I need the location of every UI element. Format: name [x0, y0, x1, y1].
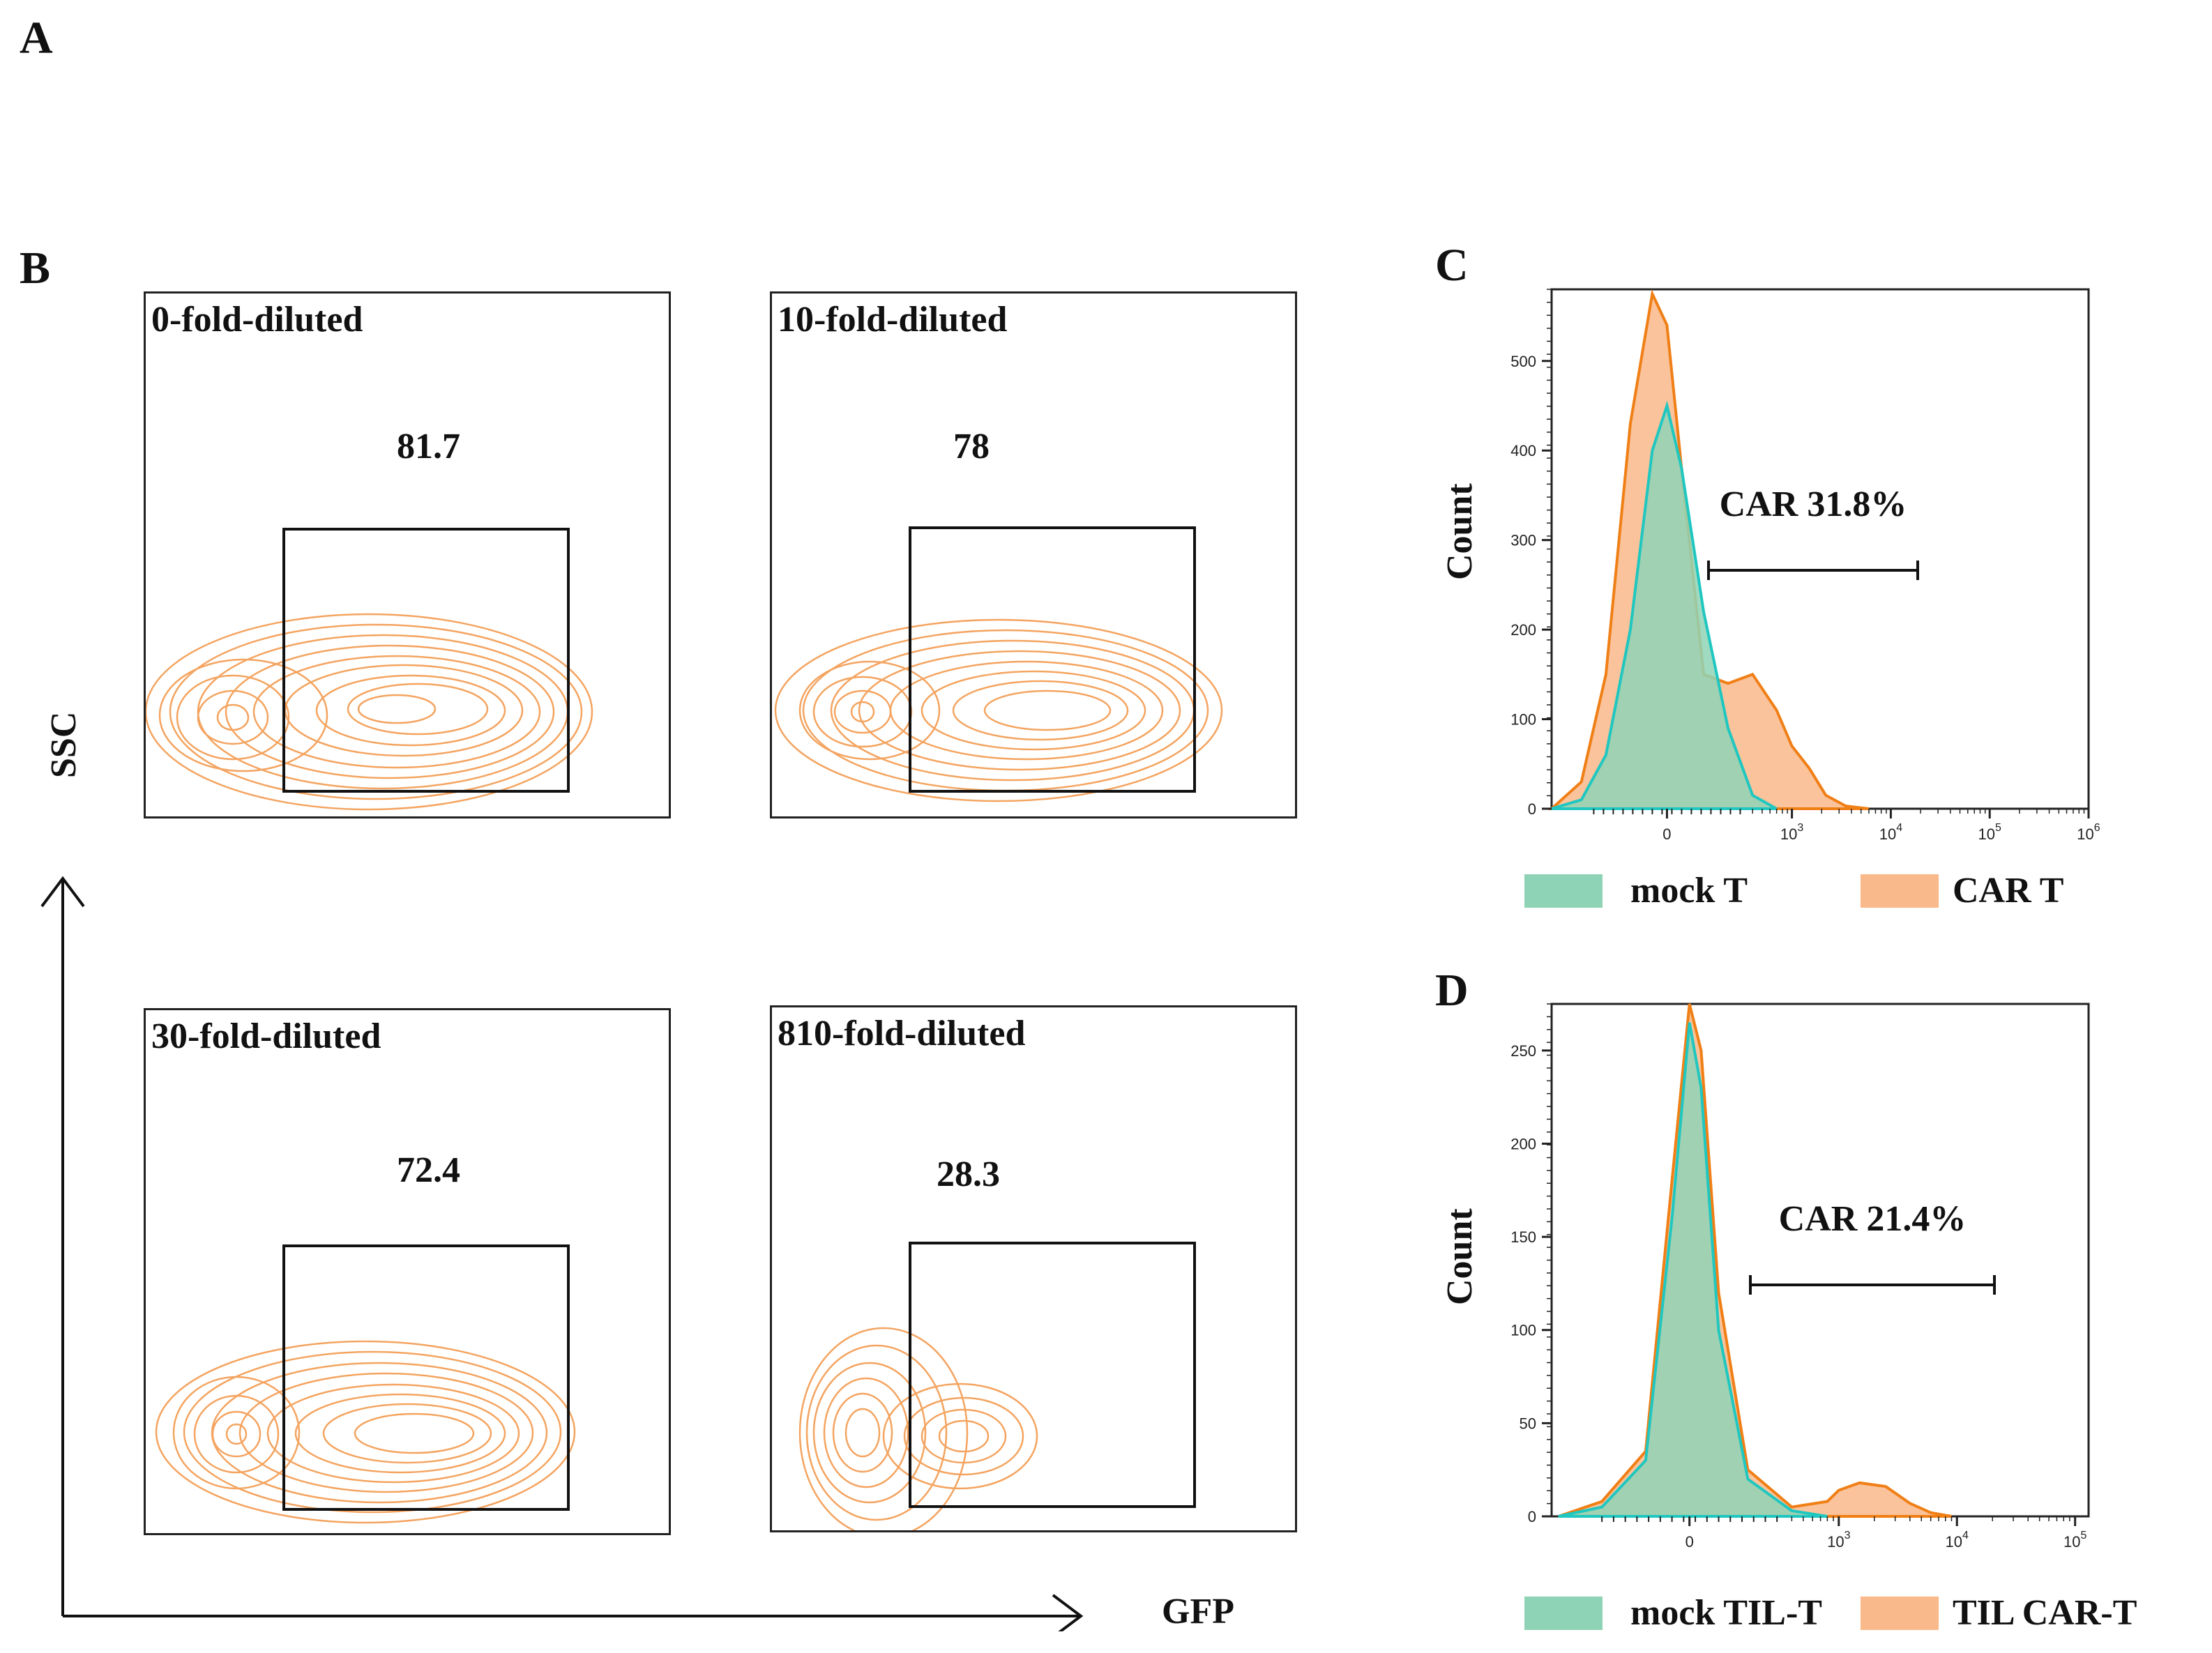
y-tick-label: 500 — [1510, 353, 1536, 370]
gate-plot-title: 30-fold-diluted — [151, 1016, 381, 1056]
y-tick-label: 150 — [1510, 1228, 1536, 1246]
gate-box — [282, 528, 570, 793]
segment-scfv: scFv for hCD19 — [453, 114, 697, 154]
x-tick-exponent: 3 — [1844, 1530, 1851, 1541]
x-tick-label: 103 — [1780, 822, 1803, 843]
x-tick-exponent: 5 — [1995, 822, 2001, 834]
gate-percent: 28.3 — [937, 1155, 1000, 1194]
x-tick-label: 105 — [1978, 822, 2001, 843]
y-tick-label: 200 — [1510, 621, 1536, 639]
legend-label-mock-til-t: mock TIL-T — [1630, 1593, 1822, 1633]
count-axis-label-c: Count — [1440, 483, 1480, 580]
x-tick-label: 106 — [2077, 822, 2100, 843]
x-tick-exponent: 4 — [1896, 822, 1902, 834]
segment-cd8-hinge-tm: CD8 hinge&TM — [826, 114, 1080, 154]
segment-egfp: EGFP — [2040, 110, 2138, 150]
gate-plot-title: 10-fold-diluted — [778, 300, 1008, 340]
legend-label-mock-t: mock T — [1630, 871, 1748, 911]
panel-label-c: C — [1435, 240, 1469, 291]
histogram-d: 0 50 100 150 200 250 0 103 104 105 CAR 21.4% — [1510, 1003, 2090, 1551]
segment-cd8-signal-peptide: CD8 signal peptide — [126, 92, 298, 176]
y-tick-label: 200 — [1510, 1135, 1536, 1152]
x-tick-exponent: 3 — [1797, 822, 1803, 834]
segment-mouse-4-1bb: mouse 4-1BB — [1192, 114, 1397, 154]
y-tick-label: 0 — [1528, 800, 1536, 818]
x-tick-exponent: 4 — [1962, 1530, 1969, 1541]
x-tick-label: 0 — [1685, 1533, 1694, 1551]
gate-percent: 78 — [953, 427, 990, 466]
x-tick-label: 104 — [1879, 822, 1902, 843]
x-tick-exponent: 5 — [2080, 1530, 2086, 1541]
gate-annotation: CAR 31.8% — [1720, 485, 1907, 524]
legend-swatch-mock-til-t — [1524, 1597, 1603, 1630]
y-tick-label: 50 — [1520, 1415, 1536, 1432]
panel-label-d: D — [1435, 965, 1469, 1016]
y-tick-label: 0 — [1528, 1508, 1536, 1525]
series-mock-til-t — [1558, 1022, 1828, 1518]
gate-box — [909, 1242, 1196, 1508]
gate-box — [909, 526, 1196, 793]
gfp-axis-label: GFP — [1162, 1592, 1234, 1631]
gate-box — [282, 1244, 570, 1511]
x-tick-label: 105 — [2063, 1530, 2086, 1551]
y-tick-label: 300 — [1510, 532, 1536, 549]
y-tick-label: 100 — [1510, 1322, 1536, 1339]
panel-b-axes — [40, 876, 1084, 1631]
x-tick-exponent: 6 — [2094, 822, 2100, 834]
y-tick-label: 100 — [1510, 711, 1536, 729]
legend-swatch-mock-t — [1524, 874, 1603, 908]
contour-plot — [155, 1340, 576, 1524]
panel-label-a: A — [20, 13, 53, 63]
legend-label-car-t: CAR T — [1953, 871, 2064, 911]
x-tick-label: 103 — [1827, 1530, 1850, 1551]
histogram-c: 0 100 200 300 400 500 0 103 104 105 106 CAR 31.8% — [1510, 288, 2100, 843]
panel-label-b: B — [20, 243, 51, 294]
gate-plot-2: 30-fold-diluted 72.4 — [144, 1008, 671, 1535]
x-tick-label: 0 — [1662, 825, 1671, 843]
segment-t2a: T2A — [1869, 114, 1939, 154]
gate-plot-title: 810-fold-diluted — [778, 1014, 1026, 1053]
count-axis-label-d: Count — [1440, 1208, 1480, 1305]
y-tick-label: 250 — [1510, 1042, 1536, 1060]
gate-plot-1: 10-fold-diluted 78 — [770, 291, 1297, 818]
contour-plot — [146, 613, 593, 811]
legend-label-til-car-t: TIL CAR-T — [1953, 1593, 2137, 1633]
gate-plot-3: 810-fold-diluted 28.3 — [770, 1005, 1297, 1532]
x-tick-label: 104 — [1946, 1530, 1969, 1551]
gate-percent: 81.7 — [397, 427, 460, 466]
plot-frame — [1550, 1003, 2090, 1518]
contour-plot — [798, 1327, 1038, 1530]
gate-plot-0: 0-fold-diluted 81.7 — [144, 291, 671, 818]
ssc-axis-label: SSC — [44, 711, 84, 778]
segment-mouse-cd3z: mouse CD3ζ — [1557, 114, 1751, 154]
gate-percent: 72.4 — [397, 1150, 460, 1190]
series-til-car-t — [1558, 1003, 1952, 1518]
legend-swatch-car-t — [1861, 874, 1939, 908]
y-tick-label: 400 — [1510, 442, 1536, 459]
legend-swatch-til-car-t — [1861, 1597, 1939, 1630]
gate-plot-title: 0-fold-diluted — [151, 300, 363, 340]
gate-annotation: CAR 21.4% — [1779, 1199, 1967, 1239]
